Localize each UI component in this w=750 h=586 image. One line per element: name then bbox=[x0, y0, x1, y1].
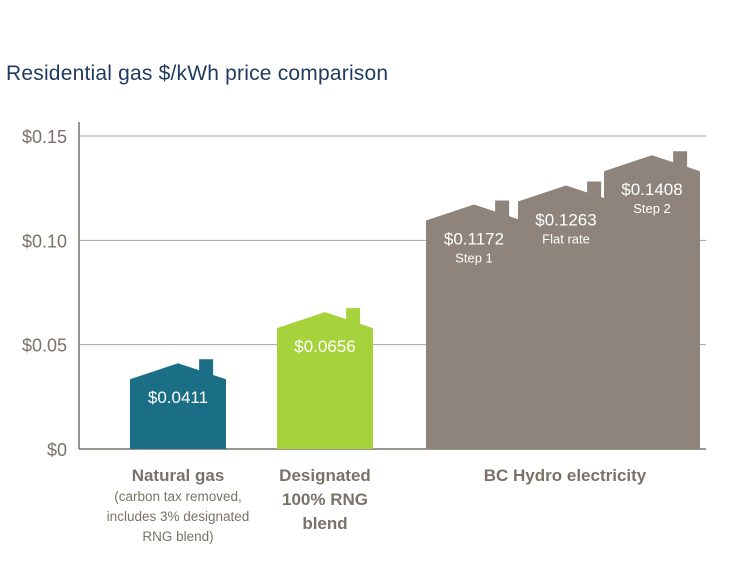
bar-value-label-1: $0.0656 bbox=[294, 337, 355, 356]
y-tick-label-1: $0.05 bbox=[22, 336, 67, 356]
category-note-0-2: RNG blend) bbox=[142, 529, 213, 544]
y-tick-label-2: $0.10 bbox=[22, 231, 67, 251]
category-label-1-1: 100% RNG bbox=[282, 490, 368, 509]
bar-sublabel-3: Flat rate bbox=[542, 231, 590, 246]
bar-value-label-3: $0.1263 bbox=[535, 210, 596, 229]
bar-value-label-2: $0.1172 bbox=[444, 229, 504, 248]
category-note-0-1: includes 3% designated bbox=[107, 509, 250, 524]
category-note-0-0: (carbon tax removed, bbox=[114, 489, 242, 504]
bar-3 bbox=[518, 181, 614, 450]
bar-sublabel-4: Step 2 bbox=[633, 201, 671, 216]
y-tick-label-0: $0 bbox=[47, 440, 67, 460]
bar-sublabel-2: Step 1 bbox=[455, 250, 493, 265]
bar-1 bbox=[277, 308, 373, 449]
category-label-0-0: Natural gas bbox=[132, 466, 225, 485]
bar-2 bbox=[426, 200, 522, 449]
category-label-1-2: blend bbox=[302, 514, 347, 533]
bar-4 bbox=[604, 151, 700, 449]
category-label-1-0: Designated bbox=[279, 466, 371, 485]
chart-title: Residential gas $/kWh price comparison bbox=[6, 62, 389, 85]
bar-value-label-0: $0.0411 bbox=[148, 388, 208, 407]
category-label-2-0: BC Hydro electricity bbox=[484, 466, 647, 485]
y-tick-label-3: $0.15 bbox=[22, 127, 67, 147]
bar-value-label-4: $0.1408 bbox=[621, 180, 682, 199]
bar-0 bbox=[130, 359, 226, 449]
